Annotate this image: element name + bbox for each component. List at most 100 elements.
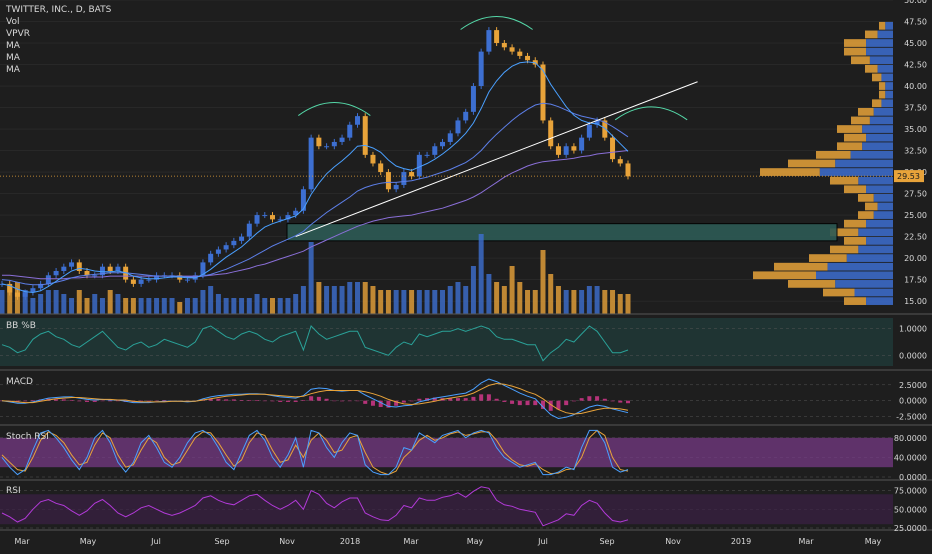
bb-line: [1, 325, 629, 362]
macd-histogram-bar: [432, 397, 437, 401]
legend-item-ma-1[interactable]: MA: [6, 41, 20, 51]
vpvr-bar-down: [844, 47, 867, 56]
macd-histogram-bar: [154, 400, 159, 402]
macd-histogram-bar: [285, 400, 290, 402]
candle-body: [223, 245, 229, 250]
macd-histogram-bar: [239, 400, 244, 401]
legend-item-ma-3[interactable]: MA: [6, 65, 20, 75]
vpvr-bar-up: [873, 107, 893, 116]
candle-body: [146, 279, 152, 281]
stoch-tick-label: 0.0000: [899, 473, 927, 482]
candle-body: [393, 184, 399, 190]
vpvr-bar-up: [885, 90, 893, 99]
price-tick-label: 27.50: [904, 190, 927, 199]
candle-body: [239, 236, 245, 241]
macd-histogram-bar: [502, 400, 507, 402]
ma-mid-line: [1, 102, 629, 286]
macd-histogram-bar: [571, 400, 576, 402]
vpvr-bar-down: [858, 211, 874, 219]
macd-histogram-bar: [494, 398, 499, 401]
volume-bar: [308, 242, 314, 314]
price-tick-label: 45.00: [904, 39, 927, 48]
x-axis-tick-label: Nov: [279, 537, 295, 546]
legend-item-ma-2[interactable]: MA: [6, 53, 20, 63]
candle-body: [617, 159, 623, 164]
macd-histogram-bar: [54, 399, 59, 401]
vpvr-bar-up: [835, 280, 893, 288]
vpvr-bar-up: [873, 211, 893, 219]
volume-bar: [432, 290, 438, 314]
macd-histogram-bar: [162, 400, 167, 401]
candle-body: [22, 292, 28, 297]
volume-bar: [509, 266, 515, 314]
x-axis-tick-label: Mar: [14, 537, 30, 546]
volume-bar: [138, 298, 144, 314]
legend-item-vol[interactable]: Vol: [6, 17, 20, 27]
macd-histogram-bar: [301, 400, 306, 401]
macd-histogram-bar: [347, 400, 352, 402]
volume-bar: [610, 290, 616, 314]
price-tick-label: 32.50: [904, 147, 927, 156]
macd-histogram-bar: [15, 400, 20, 402]
macd-histogram-bar: [340, 400, 345, 402]
volume-bar: [455, 282, 461, 314]
macd-histogram-bar: [247, 400, 252, 401]
macd-histogram-bar: [455, 398, 460, 401]
macd-histogram-bar: [146, 400, 151, 402]
volume-bar: [293, 294, 299, 314]
candle-body: [347, 124, 353, 138]
volume-bar: [416, 290, 422, 314]
vpvr-bar-down: [858, 107, 874, 116]
vpvr-bar-up: [866, 47, 893, 56]
volume-bar: [501, 286, 507, 314]
candle-body: [69, 262, 75, 267]
volume-bar: [45, 290, 51, 314]
volume-bar: [177, 302, 183, 314]
candle-body: [432, 146, 438, 155]
candle-body: [478, 51, 484, 87]
stoch-k-line: [1, 429, 629, 476]
vpvr-bar-down: [753, 271, 816, 280]
vpvr-bar-up: [869, 56, 893, 65]
trendline: [295, 81, 698, 238]
legend-item-vpvr[interactable]: VPVR: [6, 29, 30, 39]
macd-histogram-bar: [579, 398, 584, 401]
price-tick-label: 37.50: [904, 104, 927, 113]
vpvr-bar-up: [877, 30, 893, 39]
volume-bar: [0, 290, 5, 314]
candle-body: [586, 124, 592, 138]
candle-body: [362, 116, 368, 155]
candle-body: [610, 137, 616, 160]
macd-histogram-bar: [115, 400, 120, 402]
candle-body: [470, 86, 476, 112]
candle-body: [594, 120, 600, 125]
volume-bar: [378, 290, 384, 314]
candle-body: [30, 288, 36, 293]
volume-bar: [161, 298, 167, 314]
macd-histogram-bar: [278, 400, 283, 402]
candle-body: [208, 253, 214, 263]
macd-signal-line: [1, 382, 629, 415]
rsi-line: [1, 486, 629, 527]
volume-bar: [385, 290, 391, 314]
candle-body: [563, 146, 569, 155]
volume-bar: [239, 298, 245, 314]
volume-bar: [269, 298, 275, 314]
macd-histogram-bar: [626, 400, 630, 404]
support-zone: [286, 223, 838, 242]
macd-histogram-bar: [533, 400, 538, 406]
macd-histogram-bar: [208, 398, 213, 401]
candle-body: [455, 120, 461, 134]
vpvr-bar-up: [881, 99, 893, 108]
vpvr-bar-up: [827, 262, 893, 271]
x-axis-tick-label: Sep: [599, 537, 614, 546]
volume-bar: [130, 298, 136, 314]
volume-bar: [370, 286, 376, 314]
volume-bar: [208, 286, 214, 314]
volume-bar: [540, 250, 546, 314]
macd-tick-label: 0.0000: [899, 397, 927, 406]
macd-histogram-bar: [363, 400, 368, 404]
stoch-pane-label: Stoch RSI: [6, 432, 49, 442]
volume-bar: [107, 290, 113, 314]
